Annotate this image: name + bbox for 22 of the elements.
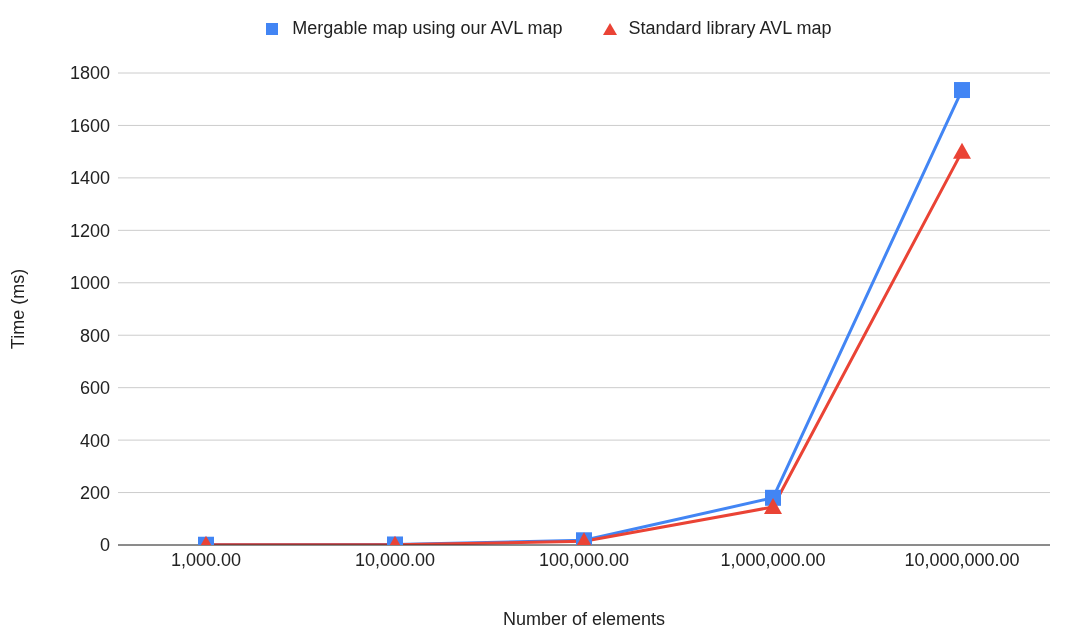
y-tick-label: 0 — [99, 535, 110, 556]
y-tick-label: 200 — [79, 482, 110, 503]
y-tick-label: 600 — [79, 378, 110, 399]
y-axis-title: Time (ms) — [8, 268, 29, 350]
x-tick-label: 10,000,000.00 — [904, 549, 1020, 570]
x-axis-title: Number of elements — [502, 609, 666, 629]
y-tick-label: 1600 — [69, 115, 110, 136]
x-tick-label: 10,000.00 — [354, 549, 436, 570]
x-tick-label: 1,000.00 — [170, 549, 242, 570]
legend-label: Mergable map using our AVL map — [291, 18, 563, 39]
point — [954, 82, 970, 99]
x-tick-label: 100,000.00 — [538, 549, 630, 570]
y-tick-label: 800 — [79, 325, 110, 346]
y-tick-label: 1200 — [69, 220, 110, 241]
y-tick-label: 1400 — [69, 168, 110, 189]
x-tick-label: 1,000,000.00 — [720, 549, 826, 570]
legend-label: Standard library AVL map — [627, 18, 832, 39]
point — [953, 142, 971, 159]
y-tick-label: 1000 — [69, 273, 110, 294]
y-tick-label: 1800 — [69, 63, 110, 84]
y-tick-label: 400 — [79, 430, 110, 451]
point — [764, 497, 782, 514]
